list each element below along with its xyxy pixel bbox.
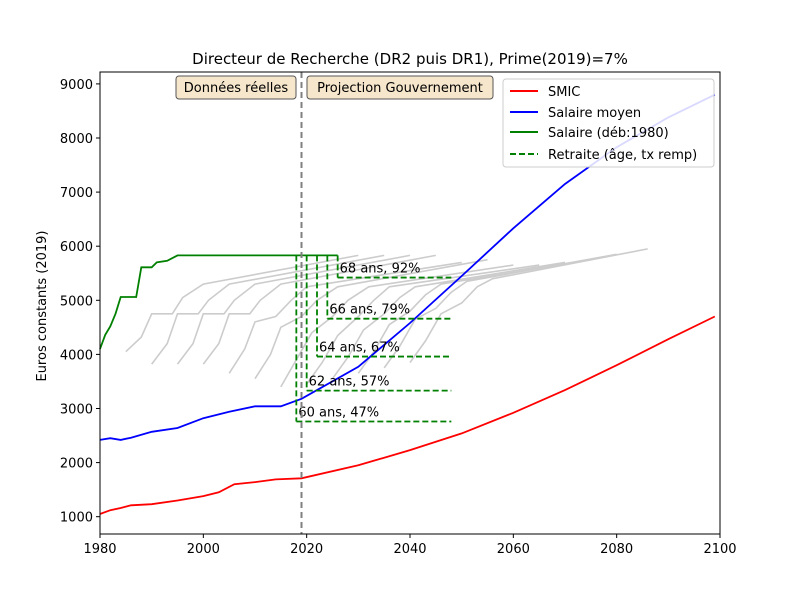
x-tick-label-6: 2100 [703, 542, 736, 557]
legend: SMIC Salaire moyen Salaire (déb:1980) Re… [502, 78, 715, 168]
grey-cohort-line-1 [151, 254, 385, 365]
retraite-label-0: 60 ans, 47% [298, 405, 379, 420]
series-lines [99, 93, 716, 515]
x-tick-label-3: 2040 [393, 542, 426, 557]
region-label-left-text: Données réelles [184, 81, 289, 96]
y-tick-label-3: 4000 [60, 348, 93, 363]
region-label-left: Données réelles [175, 75, 297, 100]
grey-cohort-line-0 [125, 254, 359, 353]
y-tick-label-7: 8000 [60, 132, 93, 147]
retraite-label-2: 64 ans, 67% [319, 341, 400, 356]
y-tick-label-8: 9000 [60, 78, 93, 93]
retraite-label-3: 66 ans, 79% [329, 303, 410, 318]
y-tick-label-0: 1000 [60, 511, 93, 526]
retraite-levels: 60 ans, 47% 62 ans, 57% 64 ans, 67% 66 ans,… [295, 255, 452, 423]
grey-cohort-line-7 [306, 264, 540, 385]
legend-label-salaire: Salaire (déb:1980) [548, 126, 669, 141]
chart-title: Directeur de Recherche (DR2 puis DR1), P… [192, 50, 628, 68]
salaire-line [99, 254, 338, 350]
grey-cohort-line-11 [409, 248, 648, 363]
legend-label-retraite: Retraite (âge, tx remp) [548, 148, 697, 163]
region-label-right-text: Projection Gouvernement [317, 81, 483, 96]
legend-label-smic: SMIC [548, 85, 580, 100]
x-tick-label-0: 1980 [83, 542, 116, 557]
y-tick-label-4: 5000 [60, 294, 93, 309]
smic-line [99, 315, 716, 515]
x-tick-label-2: 2020 [290, 542, 323, 557]
y-tick-label-6: 7000 [60, 186, 93, 201]
y-tick-label-2: 3000 [60, 402, 93, 417]
grey-cohort-line-9 [357, 258, 591, 374]
salaire-moyen-line [99, 93, 716, 441]
retraite-label-4: 68 ans, 92% [340, 262, 421, 277]
x-tick-label-5: 2080 [600, 542, 633, 557]
grey-cohort-line-3 [202, 254, 436, 365]
y-tick-label-1: 2000 [60, 457, 93, 472]
y-axis-label: Euros constants (2019) [35, 230, 50, 381]
axes: 1980 2000 2020 2040 2060 2080 2100 1000 2000 3000… [60, 78, 737, 557]
grey-cohort-line-10 [383, 253, 617, 369]
retraite-label-1: 62 ans, 57% [309, 375, 390, 390]
x-tick-label-4: 2060 [497, 542, 530, 557]
y-tick-label-5: 6000 [60, 240, 93, 255]
legend-box [502, 78, 715, 168]
x-tick-label-1: 2000 [187, 542, 220, 557]
legend-label-salaire-moyen: Salaire moyen [548, 106, 641, 121]
grey-cohort-line-2 [176, 254, 411, 365]
region-label-right: Projection Gouvernement [306, 75, 494, 100]
